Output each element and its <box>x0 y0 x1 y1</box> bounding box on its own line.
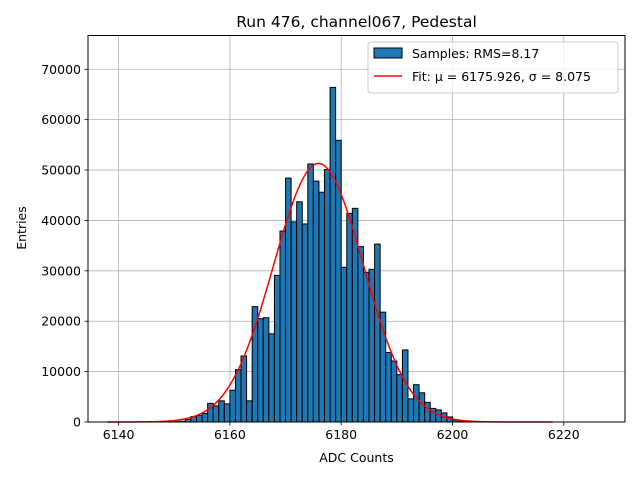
legend-samples-label: Samples: RMS=8.17 <box>412 46 539 61</box>
histogram-bar <box>374 243 381 423</box>
x-axis-label: ADC Counts <box>319 450 394 465</box>
histogram-bar <box>218 400 225 423</box>
histogram-bar <box>234 369 242 423</box>
histogram-bar <box>424 401 431 423</box>
histogram-bar <box>223 403 231 423</box>
histogram-bar <box>229 389 236 423</box>
histogram-bar <box>413 384 420 423</box>
histogram-bar <box>273 274 281 423</box>
histogram-bar <box>340 266 348 423</box>
histogram-bar <box>362 271 370 423</box>
histogram-bar <box>307 163 314 423</box>
y-tick-label: 10000 <box>41 364 81 379</box>
histogram-bar <box>418 392 426 423</box>
histogram-bar <box>324 169 331 423</box>
histogram-bar <box>396 374 403 423</box>
histogram-bar <box>196 414 203 423</box>
histogram-bar <box>290 221 298 423</box>
histogram-bar <box>246 400 253 423</box>
histogram-bar <box>301 223 309 423</box>
histogram-bar <box>390 360 398 423</box>
legend-samples-swatch <box>373 47 403 59</box>
histogram-bar <box>240 355 248 423</box>
y-tick-label: 40000 <box>41 213 81 228</box>
y-tick-label: 60000 <box>41 112 81 127</box>
y-tick-label: 0 <box>73 415 81 430</box>
x-axis-ticks: 6140 6160 6180 6200 6220 <box>103 422 580 442</box>
histogram-bar <box>312 180 320 423</box>
histogram-bar <box>268 333 275 423</box>
histogram-bar <box>296 201 303 423</box>
legend-fit-label: Fit: μ = 6175.926, σ = 8.075 <box>412 69 591 84</box>
histogram-bar <box>407 398 415 423</box>
y-tick-label: 70000 <box>41 62 81 77</box>
histogram-bar <box>329 86 337 423</box>
histogram-bar <box>251 306 259 423</box>
histogram-bar <box>279 230 287 423</box>
y-axis-label: Entries <box>14 206 29 250</box>
histogram-bar <box>262 317 270 423</box>
y-tick-label: 30000 <box>41 263 81 278</box>
x-tick-label: 6220 <box>548 427 580 442</box>
y-tick-label: 50000 <box>41 163 81 178</box>
histogram-bar <box>385 351 392 423</box>
y-tick-label: 20000 <box>41 314 81 329</box>
histogram-bar <box>201 412 209 423</box>
histogram-bar <box>257 318 264 423</box>
histogram-bar <box>318 191 326 423</box>
x-tick-label: 6140 <box>103 427 135 442</box>
plot-frame <box>87 35 626 423</box>
legend: Samples: RMS=8.17 Fit: μ = 6175.926, σ =… <box>367 41 619 94</box>
histogram-bar <box>346 212 353 423</box>
x-tick-label: 6200 <box>437 427 469 442</box>
histogram-bar <box>212 405 220 423</box>
y-axis-ticks: 0 10000 20000 30000 40000 50000 60000 70000 <box>41 62 88 430</box>
legend-box <box>367 41 619 94</box>
x-tick-label: 6160 <box>214 427 246 442</box>
chart-title: Run 476, channel067, Pedestal <box>236 13 477 31</box>
histogram-bar <box>357 246 364 423</box>
x-tick-label: 6180 <box>325 427 357 442</box>
